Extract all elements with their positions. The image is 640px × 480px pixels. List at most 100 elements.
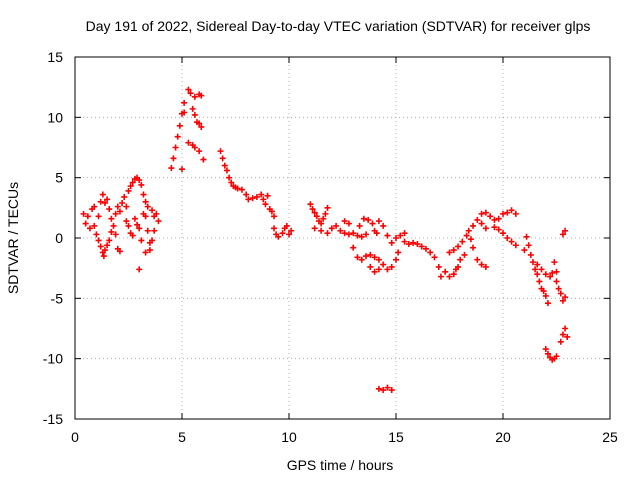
data-point [129,232,136,239]
data-point [393,235,399,241]
data-point [262,201,269,208]
data-point [112,210,119,217]
data-point [258,191,265,198]
data-point [384,266,391,273]
data-point [450,247,457,254]
data-point [508,238,515,245]
data-point [397,232,404,239]
data-point [542,271,549,278]
data-point [125,222,132,229]
data-point [279,230,286,237]
data-point [482,263,489,270]
data-point [219,155,226,162]
data-point [97,243,104,250]
data-point [367,251,374,258]
data-point [138,237,145,244]
data-point [534,271,541,278]
data-point [264,192,271,199]
data-point [125,187,132,194]
data-point [151,227,158,234]
data-point [450,271,457,278]
data-point [470,244,477,251]
data-point [123,203,130,210]
data-point [467,236,474,243]
data-point [363,253,370,260]
data-point [446,273,453,280]
data-point [136,177,143,184]
data-point [311,225,318,232]
data-point [388,263,395,270]
x-axis-label: GPS time / hours [287,457,394,473]
data-point [149,237,156,244]
data-point [559,331,566,338]
data-point [380,222,387,229]
data-point [228,179,235,186]
data-point [191,144,198,151]
data-point [422,245,429,252]
data-point [153,210,160,217]
data-point [345,220,352,227]
y-axis-label: SDTVAR / TECUs [5,182,21,294]
y-tick-label: 15 [47,49,63,65]
data-point [559,231,566,238]
data-point [388,387,395,394]
data-point [371,268,378,275]
data-point [110,222,117,229]
data-point [144,227,151,234]
data-point [311,209,318,216]
data-point [112,231,119,238]
data-point [104,196,111,203]
data-point [521,247,528,254]
data-point [442,268,449,275]
data-point [529,259,536,266]
data-point [562,294,569,301]
data-point [181,109,188,116]
data-point [523,233,530,240]
data-point [350,230,357,237]
data-point [557,290,564,297]
data-point [435,263,442,270]
data-point [461,251,468,258]
data-point [286,231,292,238]
data-point [393,256,399,263]
data-point [555,285,562,292]
data-point [375,218,382,225]
data-point [542,346,549,353]
data-point [562,227,569,234]
data-point [121,193,128,200]
data-point [367,263,374,270]
data-point [341,218,348,225]
data-point [371,254,378,261]
data-point [253,193,260,200]
data-point [532,266,539,273]
data-point [93,231,100,238]
data-point [238,186,245,193]
data-point [538,266,545,273]
x-tick-label: 10 [281,429,297,445]
data-point [243,191,250,198]
data-point [91,203,98,210]
data-point [500,230,506,237]
data-point [226,174,233,181]
data-point [401,230,408,237]
data-point [144,203,151,210]
data-point [544,300,551,307]
data-points [80,86,571,394]
data-point [217,148,224,155]
data-point [495,215,502,222]
data-point [478,210,485,217]
data-point [410,239,417,246]
data-point [106,237,113,244]
data-point [155,218,162,225]
data-point [527,251,534,258]
data-point [373,230,380,237]
data-point [200,156,207,163]
data-point [95,213,102,220]
x-tick-label: 0 [71,429,79,445]
data-point [271,213,278,220]
data-point [172,144,179,151]
data-point [540,288,547,295]
data-point [100,253,107,260]
data-point [457,256,464,263]
